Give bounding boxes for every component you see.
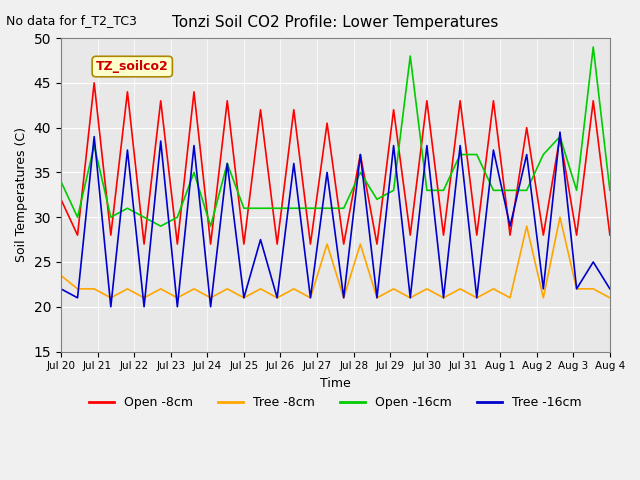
Title: Tonzi Soil CO2 Profile: Lower Temperatures: Tonzi Soil CO2 Profile: Lower Temperatur…: [172, 15, 499, 30]
X-axis label: Time: Time: [320, 377, 351, 390]
Legend: Open -8cm, Tree -8cm, Open -16cm, Tree -16cm: Open -8cm, Tree -8cm, Open -16cm, Tree -…: [84, 391, 586, 414]
Y-axis label: Soil Temperatures (C): Soil Temperatures (C): [15, 127, 28, 263]
Text: TZ_soilco2: TZ_soilco2: [96, 60, 169, 73]
Text: No data for f_T2_TC3: No data for f_T2_TC3: [6, 14, 137, 27]
